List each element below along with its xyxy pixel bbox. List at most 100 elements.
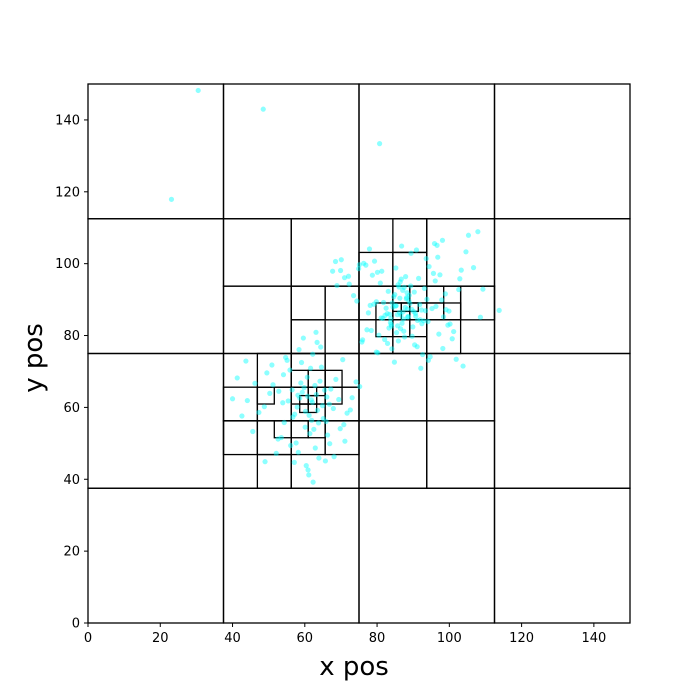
scatter-point [475, 229, 481, 235]
quadtree-cell [324, 369, 343, 388]
scatter-point [373, 299, 379, 305]
scatter-point [252, 380, 258, 386]
scatter-point [234, 375, 240, 381]
scatter-point [314, 407, 321, 413]
scatter-point [324, 432, 331, 438]
x-tick-label: 140 [581, 631, 606, 646]
scatter-point [324, 394, 330, 400]
scatter-point [465, 232, 472, 238]
scatter-point [456, 286, 462, 293]
scatter-point [338, 257, 344, 263]
scatter-point [397, 326, 404, 332]
y-tick-label: 120 [55, 185, 80, 200]
scatter-point [419, 321, 425, 327]
scatter-point [378, 315, 384, 321]
scatter-point [463, 249, 469, 255]
scatter-point [413, 247, 420, 253]
scatter-point [377, 280, 383, 286]
scatter-point [409, 333, 415, 339]
scatter-point [195, 87, 201, 94]
scatter-point [314, 339, 320, 345]
scatter-point [284, 357, 290, 363]
y-axis-ticks: 0 20 40 60 80 100 120 140 [55, 113, 88, 632]
scatter-point [337, 267, 344, 274]
scatter-point [416, 275, 422, 281]
scatter-point [443, 307, 449, 313]
scatter-point [267, 390, 273, 396]
scatter-point [424, 296, 430, 302]
scatter-point [262, 459, 268, 465]
scatter-point [386, 325, 392, 331]
scatter-point [296, 346, 302, 353]
scatter-point [289, 387, 295, 393]
quadtree-cell [316, 394, 326, 405]
scatter-point [421, 318, 427, 324]
scatter-point [305, 467, 311, 473]
scatter-point [356, 262, 362, 268]
scatter-point [449, 336, 455, 342]
scatter-point [347, 407, 353, 413]
scatter-point [411, 289, 417, 295]
scatter-point [390, 304, 396, 310]
scatter-point [283, 354, 289, 361]
scatter-point [303, 463, 309, 469]
scatter-point [408, 250, 414, 256]
scatter-point [405, 313, 411, 320]
scatter-point [413, 313, 419, 319]
scatter-point [412, 342, 418, 348]
scatter-point [307, 365, 314, 371]
scatter-point [304, 374, 310, 380]
scatter-point [301, 385, 307, 391]
scatter-point [295, 449, 301, 455]
scatter-point [392, 303, 399, 309]
quadtree-cell [400, 310, 411, 321]
scatter-point [470, 265, 477, 271]
scatter-point [318, 364, 325, 370]
scatter-point [365, 310, 371, 316]
x-axis-ticks: 0 20 40 60 80 100 120 140 [84, 623, 606, 646]
scatter-point [293, 440, 299, 446]
x-tick-label: 80 [369, 631, 386, 646]
scatter-point [457, 276, 463, 282]
x-tick-label: 120 [509, 631, 534, 646]
scatter-point [383, 305, 389, 311]
scatter-point [363, 262, 369, 268]
scatter-point [419, 351, 426, 358]
scatter-point [250, 428, 256, 435]
scatter-point [270, 382, 276, 388]
scatter-point [376, 141, 383, 147]
scatter-points [168, 87, 502, 485]
scatter-point [288, 442, 294, 449]
scatter-point [256, 409, 262, 416]
scatter-point [405, 314, 411, 320]
scatter-point [307, 431, 313, 437]
scatter-point [353, 379, 359, 385]
scatter-point [394, 312, 400, 318]
scatter-point [389, 346, 395, 352]
y-axis-label: y pos [19, 323, 49, 393]
scatter-point [367, 302, 373, 308]
scatter-point [430, 270, 437, 276]
y-tick-label: 60 [63, 401, 80, 416]
scatter-point [403, 296, 409, 302]
scatter-point [392, 291, 398, 298]
scatter-point [399, 320, 405, 326]
scatter-point [418, 365, 424, 371]
x-tick-label: 20 [152, 631, 169, 646]
scatter-point [371, 258, 378, 264]
scatter-point [287, 367, 293, 373]
scatter-point [422, 308, 429, 314]
scatter-point [340, 357, 346, 363]
scatter-point [330, 268, 336, 274]
scatter-point [243, 358, 249, 364]
scatter-point [379, 268, 385, 274]
scatter-point [406, 298, 412, 304]
scatter-point [326, 401, 332, 407]
scatter-point [447, 321, 453, 327]
scatter-point [292, 411, 298, 417]
scatter-point [299, 389, 305, 395]
x-tick-label: 0 [84, 631, 92, 646]
scatter-point [388, 316, 394, 322]
scatter-point [359, 339, 365, 345]
